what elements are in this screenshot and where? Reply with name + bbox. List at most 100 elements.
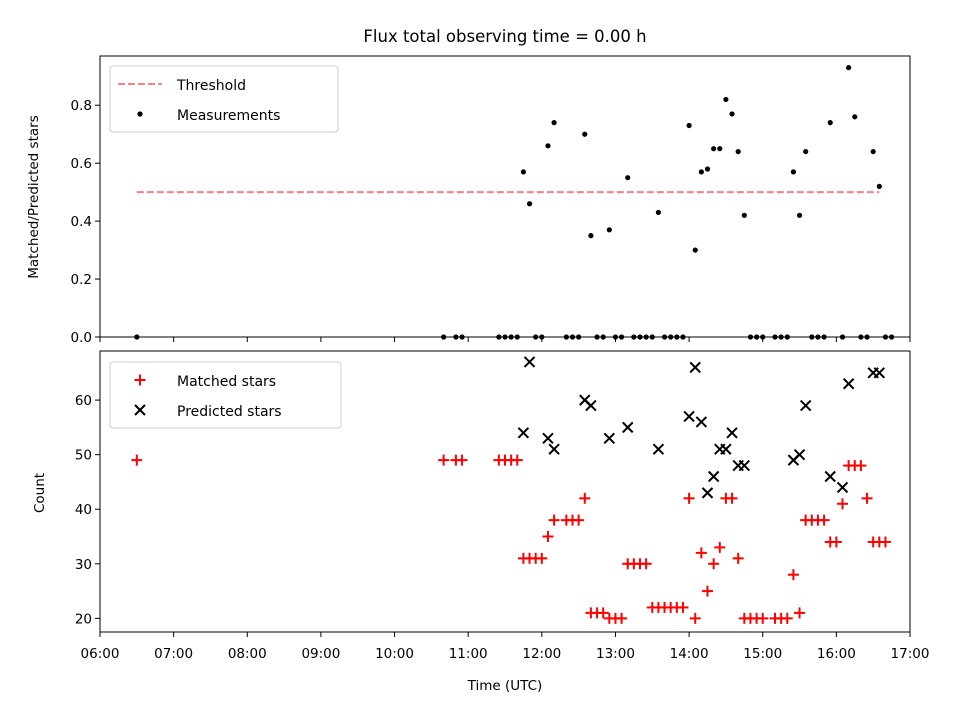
y-tick-label: 50 (75, 448, 92, 464)
matched-star-point (542, 531, 554, 543)
matched-star-point (861, 492, 873, 504)
predicted-star-point (603, 432, 616, 445)
matched-star-point (818, 514, 830, 526)
matched-star-point (640, 558, 652, 570)
y-tick-label: 60 (75, 393, 92, 409)
measurement-point (526, 201, 533, 207)
predicted-star-point-b (842, 378, 855, 390)
predicted-star-point-b (726, 427, 738, 439)
predicted-star-point (683, 410, 695, 423)
predicted-star-point (726, 427, 738, 439)
predicted-star-point (523, 356, 536, 368)
predicted-star-point (799, 399, 812, 412)
y-tick-label: 20 (75, 611, 92, 627)
predicted-star-point (585, 399, 597, 412)
matched-star-point (616, 612, 628, 624)
predicted-star-point-b (824, 470, 836, 483)
y-axis-label-count: Count (32, 473, 48, 513)
y-tick-label: 0.6 (71, 156, 92, 172)
predicted-star-point-b (793, 448, 806, 461)
legend-predicted-swatch (134, 404, 146, 416)
predicted-star-point (873, 367, 886, 379)
x-tick-label: 16:00 (817, 646, 856, 662)
predicted-star-point-b (542, 432, 554, 445)
measurement-point (729, 111, 735, 117)
measurement-point (704, 166, 711, 172)
matched-star-point (757, 612, 769, 624)
x-axis-label: Time (UTC) (467, 678, 543, 694)
predicted-star-point-b (523, 356, 536, 368)
matched-star-point (781, 612, 793, 624)
x-tick-label: 10:00 (375, 646, 414, 662)
chart-title: Flux total observing time = 0.00 h (363, 27, 646, 46)
matched-star-point (456, 454, 468, 466)
x-tick-label: 07:00 (154, 646, 193, 662)
predicted-star-point (548, 443, 560, 455)
ratio-panel: 0.0 0.2 0.4 0.6 0.8 Threshold Measurements (71, 55, 911, 346)
predicted-star-point-b (652, 443, 665, 455)
matched-star-point (714, 541, 726, 553)
axes-frame (99, 350, 911, 633)
x-tick-label: 11:00 (449, 646, 488, 662)
legend-matched-swatch (134, 374, 146, 386)
predicted-star-point (824, 470, 836, 483)
x-tick-label: 17:00 (891, 646, 930, 662)
predicted-star-point-b (701, 487, 714, 499)
predicted-star-point-b (517, 427, 530, 439)
predicted-star-point-b (622, 421, 634, 434)
measurement-point (735, 148, 741, 155)
matched-star-point (536, 552, 548, 564)
predicted-star-point-b (548, 443, 560, 455)
matched-star-point (689, 612, 701, 624)
measurement-point (588, 233, 594, 239)
matched-star-point (787, 569, 799, 581)
predicted-star-point-b (720, 443, 732, 455)
y-tick-label: 0.8 (71, 98, 92, 114)
measurement-point (582, 131, 588, 137)
matched-star-point (131, 454, 143, 466)
measurement-point (686, 122, 692, 129)
y-tick-label: 0.2 (71, 272, 92, 288)
count-panel: 20 30 40 50 60 06:00 07:00 08:00 09:00 10:00 11:00… (75, 350, 930, 662)
y-tick-label: 0.4 (71, 214, 92, 230)
y-tick-label: 0.0 (71, 330, 92, 346)
matched-star-point (830, 536, 842, 548)
measurement-point (803, 148, 809, 155)
predicted-star-point-b (683, 410, 695, 423)
legend-threshold-label: Threshold (176, 78, 246, 94)
matched-star-point (855, 460, 867, 472)
matched-star-point (573, 514, 585, 526)
legend-predicted-swatch-b (134, 404, 146, 416)
measurement-point (870, 148, 876, 155)
predicted-star-point-b (738, 459, 751, 472)
measurement-point (606, 227, 612, 233)
predicted-star-point-b (707, 470, 720, 483)
matched-star-point (597, 607, 609, 619)
predicted-star-point-b (585, 399, 597, 412)
matched-star-point (837, 498, 848, 510)
x-tick-label: 09:00 (301, 646, 340, 662)
y-tick-label: 30 (75, 557, 92, 573)
y-tick-label: 40 (75, 502, 92, 518)
measurement-point (827, 120, 833, 126)
measurement-point (741, 212, 747, 218)
measurement-point (545, 143, 551, 149)
predicted-star-point (652, 443, 665, 455)
measurement-point (846, 64, 852, 71)
predicted-star-point (738, 459, 751, 472)
matched-star-point (579, 492, 591, 504)
predicted-star-point-b (873, 367, 886, 379)
measurement-point (711, 146, 717, 152)
predicted-star-point-b (695, 416, 708, 428)
legend-measurements-swatch (137, 111, 143, 117)
predicted-star-point (836, 481, 849, 494)
measurement-point (852, 114, 858, 120)
x-tick-label: 08:00 (228, 646, 267, 662)
measurement-point (796, 212, 803, 218)
matched-star-point (794, 607, 806, 619)
matched-star-point (726, 492, 738, 504)
matched-star-point (708, 558, 720, 570)
matched-star-point (511, 454, 523, 466)
x-tick-label: 06:00 (81, 646, 120, 662)
